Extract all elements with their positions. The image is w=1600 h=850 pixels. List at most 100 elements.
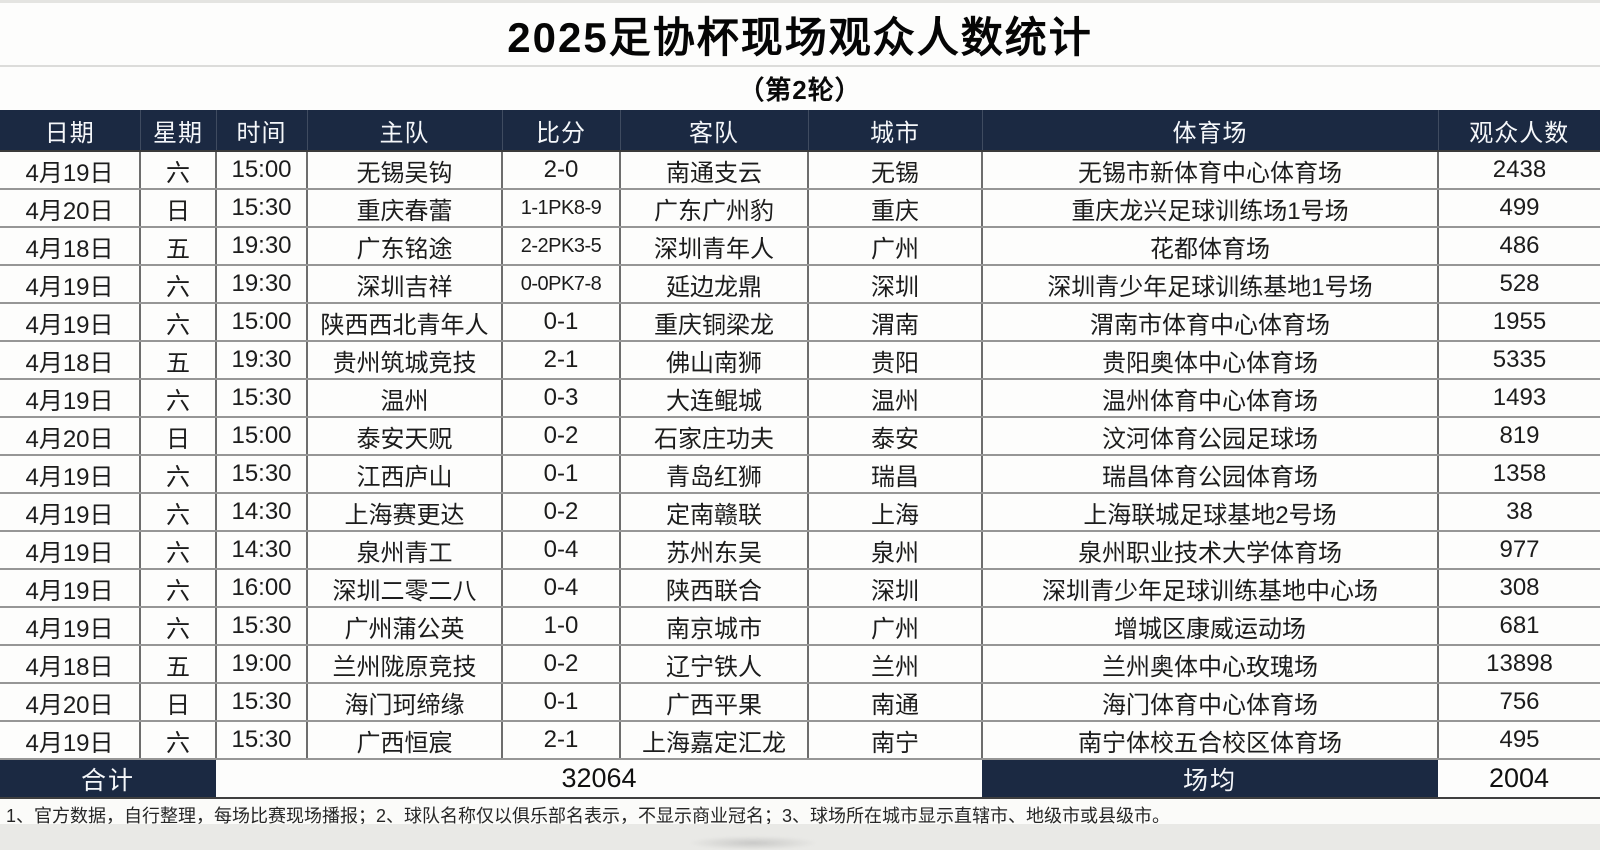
cell-weekday: 日 bbox=[139, 416, 217, 456]
table-row: 4月19日六 14:30 泉州青工 0-4 苏州东吴 泉州 泉州职业技术大学体育场 977 bbox=[0, 530, 1600, 570]
cell-stadium: 渭南市体育中心体育场 bbox=[981, 302, 1439, 342]
table-header: 日期 星期 时间 主队 比分 客队 城市 体育场 观众人数 bbox=[0, 110, 1600, 152]
table-row: 4月19日六 19:30 深圳吉祥 0-0PK7-8 延边龙鼎 深圳 深圳青少年足球训练基地… bbox=[0, 264, 1600, 304]
cell-home-team: 深圳二零二八 bbox=[306, 568, 503, 608]
table-row: 4月20日日 15:30 重庆春蕾 1-1PK8-9 广东广州豹 重庆 重庆龙兴足球训练场1… bbox=[0, 188, 1600, 228]
cell-away-team: 广东广州豹 bbox=[619, 188, 809, 228]
cell-stadium: 兰州奥体中心玫瑰场 bbox=[981, 644, 1439, 684]
cell-attendance: 13898 bbox=[1437, 644, 1600, 684]
cell-home-team: 广东铭途 bbox=[306, 226, 503, 266]
cell-stadium: 南宁体校五合校区体育场 bbox=[981, 720, 1439, 760]
cell-date: 4月18日 bbox=[0, 644, 141, 684]
cell-away-team: 南通支云 bbox=[619, 150, 809, 190]
cell-home-team: 贵州筑城竞技 bbox=[306, 340, 503, 380]
cell-date: 4月19日 bbox=[0, 264, 141, 304]
cell-away-team: 陕西联合 bbox=[619, 568, 809, 608]
cell-attendance: 1358 bbox=[1437, 454, 1600, 494]
cell-weekday: 六 bbox=[139, 568, 217, 608]
cell-stadium: 重庆龙兴足球训练场1号场 bbox=[981, 188, 1439, 228]
cell-weekday: 六 bbox=[139, 264, 217, 304]
cell-attendance: 2438 bbox=[1437, 150, 1600, 190]
cell-time: 16:00 bbox=[215, 568, 308, 608]
cell-away-team: 石家庄功夫 bbox=[619, 416, 809, 456]
cell-attendance: 499 bbox=[1437, 188, 1600, 228]
column-header-time: 时间 bbox=[216, 110, 308, 152]
cell-stadium: 无锡市新体育中心体育场 bbox=[981, 150, 1439, 190]
cell-stadium: 汶河体育公园足球场 bbox=[981, 416, 1439, 456]
cell-city: 贵阳 bbox=[807, 340, 983, 380]
cell-away-team: 大连鲲城 bbox=[619, 378, 809, 418]
cell-time: 15:30 bbox=[215, 606, 308, 646]
cell-city: 南宁 bbox=[807, 720, 983, 760]
cell-attendance: 308 bbox=[1437, 568, 1600, 608]
cell-weekday: 日 bbox=[139, 188, 217, 228]
page-subtitle: （第2轮） bbox=[738, 75, 862, 105]
cell-attendance: 1493 bbox=[1437, 378, 1600, 418]
attendance-table: 日期 星期 时间 主队 比分 客队 城市 体育场 观众人数 4月19日六 15:0… bbox=[0, 110, 1600, 799]
cell-time: 15:30 bbox=[215, 378, 308, 418]
cell-home-team: 上海赛更达 bbox=[306, 492, 503, 532]
watermark-smudge bbox=[688, 836, 818, 850]
cell-date: 4月19日 bbox=[0, 720, 141, 760]
cell-attendance: 977 bbox=[1437, 530, 1600, 570]
cell-attendance: 38 bbox=[1437, 492, 1600, 532]
cell-weekday: 六 bbox=[139, 720, 217, 760]
cell-away-team: 深圳青年人 bbox=[619, 226, 809, 266]
cell-away-team: 上海嘉定汇龙 bbox=[619, 720, 809, 760]
cell-home-team: 泉州青工 bbox=[306, 530, 503, 570]
cell-city: 南通 bbox=[807, 682, 983, 722]
cell-weekday: 五 bbox=[139, 226, 217, 266]
cell-home-team: 重庆春蕾 bbox=[306, 188, 503, 228]
column-header-weekday: 星期 bbox=[140, 110, 217, 152]
cell-away-team: 重庆铜梁龙 bbox=[619, 302, 809, 342]
cell-attendance: 486 bbox=[1437, 226, 1600, 266]
average-label-cell: 场均 bbox=[982, 758, 1438, 799]
cell-city: 兰州 bbox=[807, 644, 983, 684]
cell-time: 15:00 bbox=[215, 416, 308, 456]
cell-stadium: 深圳青少年足球训练基地1号场 bbox=[981, 264, 1439, 304]
table-row: 4月20日日 15:30 海门珂缔缘 0-1 广西平果 南通 海门体育中心体育场 756 bbox=[0, 682, 1600, 722]
cell-home-team: 泰安天贶 bbox=[306, 416, 503, 456]
cell-score: 1-0 bbox=[501, 606, 621, 646]
cell-home-team: 深圳吉祥 bbox=[306, 264, 503, 304]
cell-home-team: 广州蒲公英 bbox=[306, 606, 503, 646]
footnote: 1、官方数据，自行整理，每场比赛现场播报；2、球队名称仅以俱乐部名表示，不显示商… bbox=[0, 799, 1600, 828]
total-value-cell: 32064 bbox=[216, 758, 982, 799]
cell-score: 2-1 bbox=[501, 720, 621, 760]
cell-attendance: 1955 bbox=[1437, 302, 1600, 342]
cell-score: 0-2 bbox=[501, 492, 621, 532]
cell-time: 15:30 bbox=[215, 682, 308, 722]
page-title: 2025足协杯现场观众人数统计 bbox=[507, 13, 1093, 61]
cell-away-team: 定南赣联 bbox=[619, 492, 809, 532]
cell-score: 2-0 bbox=[501, 150, 621, 190]
column-header-date: 日期 bbox=[0, 110, 141, 152]
cell-home-team: 无锡吴钩 bbox=[306, 150, 503, 190]
cell-city: 泉州 bbox=[807, 530, 983, 570]
table-row: 4月19日六 15:30 广州蒲公英 1-0 南京城市 广州 增城区康威运动场 681 bbox=[0, 606, 1600, 646]
cell-date: 4月19日 bbox=[0, 150, 141, 190]
column-header-stadium: 体育场 bbox=[982, 110, 1439, 152]
cell-date: 4月19日 bbox=[0, 606, 141, 646]
cell-score: 0-1 bbox=[501, 682, 621, 722]
cell-away-team: 佛山南狮 bbox=[619, 340, 809, 380]
cell-attendance: 495 bbox=[1437, 720, 1600, 760]
cell-weekday: 六 bbox=[139, 454, 217, 494]
cell-weekday: 六 bbox=[139, 530, 217, 570]
cell-city: 重庆 bbox=[807, 188, 983, 228]
table-row: 4月20日日 15:00 泰安天贶 0-2 石家庄功夫 泰安 汶河体育公园足球场 819 bbox=[0, 416, 1600, 456]
cell-date: 4月19日 bbox=[0, 378, 141, 418]
cell-time: 15:30 bbox=[215, 454, 308, 494]
cell-away-team: 辽宁铁人 bbox=[619, 644, 809, 684]
cell-time: 15:00 bbox=[215, 150, 308, 190]
cell-time: 14:30 bbox=[215, 530, 308, 570]
cell-stadium: 海门体育中心体育场 bbox=[981, 682, 1439, 722]
cell-away-team: 广西平果 bbox=[619, 682, 809, 722]
cell-home-team: 陕西西北青年人 bbox=[306, 302, 503, 342]
cell-score: 0-0PK7-8 bbox=[501, 264, 621, 304]
cell-time: 14:30 bbox=[215, 492, 308, 532]
cell-city: 深圳 bbox=[807, 568, 983, 608]
cell-date: 4月19日 bbox=[0, 302, 141, 342]
average-value-cell: 2004 bbox=[1438, 758, 1600, 799]
cell-date: 4月19日 bbox=[0, 530, 141, 570]
cell-date: 4月18日 bbox=[0, 226, 141, 266]
